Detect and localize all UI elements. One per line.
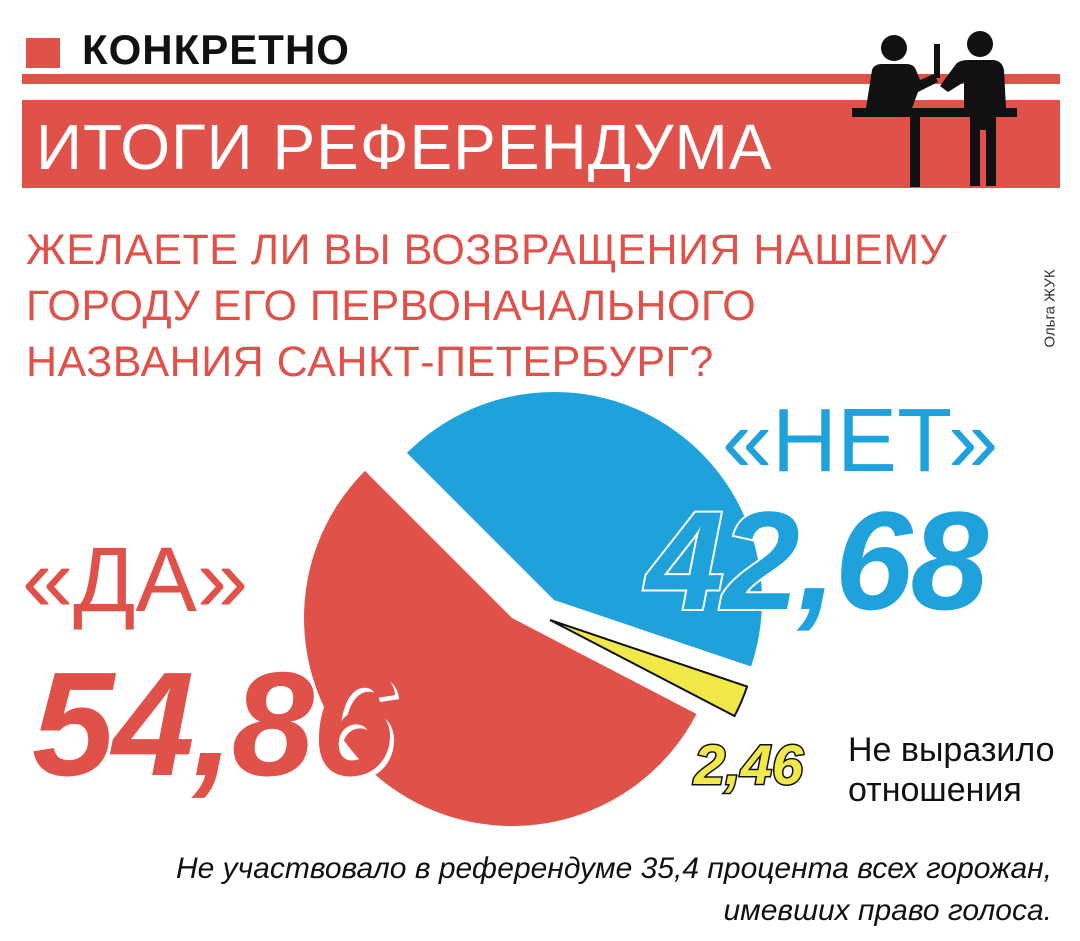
header-divider — [22, 74, 1060, 84]
no-opinion-slice — [549, 619, 749, 718]
no-value: 42,68 — [644, 480, 990, 641]
referendum-question: ЖЕЛАЕТЕ ЛИ ВЫ ВОЗВРАЩЕНИЯ НАШЕМУ ГОРОДУ … — [26, 226, 948, 386]
no-opinion-value: 2,46 — [693, 732, 805, 798]
yes-value: 54,86 — [32, 642, 394, 807]
no-opinion-label: Не выразило отношения — [848, 731, 1055, 809]
page-title: ИТОГИ РЕФЕРЕНДУМА — [36, 111, 773, 183]
rubric-marker — [26, 38, 60, 68]
yes-slice — [304, 470, 697, 826]
rubric-label: КОНКРЕТНО — [82, 26, 350, 73]
voting-people-icon — [852, 31, 1017, 187]
turnout-footnote: Не участвовало в референдуме 35,4 процен… — [175, 852, 1052, 927]
no-slice — [406, 391, 763, 667]
yes-label: «ДА» — [22, 529, 249, 631]
no-label: «НЕТ» — [722, 391, 999, 491]
